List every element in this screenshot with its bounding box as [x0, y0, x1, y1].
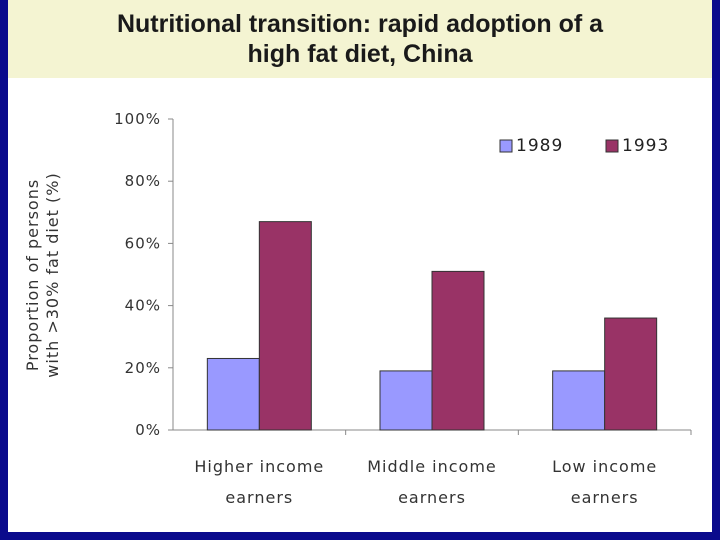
- category-label: Low income: [552, 457, 657, 476]
- bar-1993-2: [604, 317, 658, 431]
- bar-chart: Proportion of persons with >30% fat diet…: [23, 110, 692, 507]
- y-axis-label-line-1: Proportion of persons: [23, 179, 42, 371]
- bar-1993-1: [431, 270, 485, 431]
- category-label: earners: [225, 488, 293, 507]
- y-axis-label-line-2: with >30% fat diet (%): [43, 172, 62, 377]
- slide: Nutritional transition: rapid adoption o…: [8, 0, 712, 532]
- legend: 1989 1993: [499, 136, 669, 156]
- bar-1989-0: [206, 357, 260, 431]
- legend-swatch-1989: [499, 139, 513, 153]
- bar-1989-2: [552, 370, 606, 431]
- legend-label-1989: 1989: [516, 136, 563, 156]
- bar-1989-1: [379, 370, 433, 431]
- category-labels: Higher income earners Middle income earners…: [194, 430, 692, 507]
- legend-label-1993: 1993: [622, 136, 669, 156]
- y-tick-label: 80%: [125, 172, 161, 190]
- y-tick-label: 0%: [135, 421, 161, 439]
- category-label: Higher income: [194, 457, 324, 476]
- category-label: earners: [398, 488, 466, 507]
- chart-title-line-1: Nutritional transition: rapid adoption o…: [116, 10, 604, 38]
- chart-title-line-2: high fat diet, China: [247, 40, 473, 68]
- bars: [206, 221, 658, 431]
- y-tick-label: 20%: [125, 359, 161, 377]
- title-band: Nutritional transition: rapid adoption o…: [8, 0, 712, 78]
- category-label: earners: [571, 488, 639, 507]
- legend-swatch-1993: [605, 139, 619, 153]
- y-axis-label: Proportion of persons with >30% fat diet…: [23, 172, 62, 377]
- y-ticks: 0% 20% 40% 60% 80% 100%: [114, 110, 173, 439]
- y-tick-label: 60%: [125, 234, 161, 252]
- y-tick-label: 40%: [125, 297, 161, 315]
- bar-1993-0: [258, 221, 312, 431]
- category-label: Middle income: [367, 457, 497, 476]
- y-tick-label: 100%: [114, 110, 161, 128]
